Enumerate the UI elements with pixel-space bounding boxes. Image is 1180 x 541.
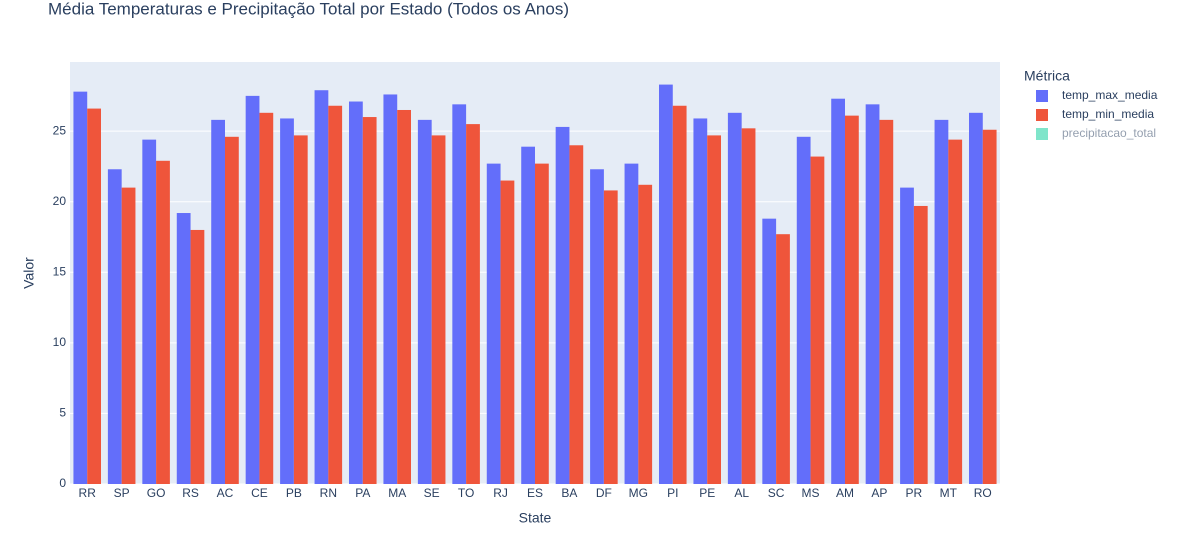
bar xyxy=(452,104,467,485)
bar xyxy=(865,104,880,485)
bar xyxy=(280,118,294,485)
bar xyxy=(107,169,122,484)
bar xyxy=(659,84,673,484)
bar xyxy=(845,115,859,484)
bar xyxy=(211,119,225,485)
y-axis-title: Valor xyxy=(21,257,37,289)
x-tick-label: PI xyxy=(667,486,678,500)
bar xyxy=(707,135,721,485)
bar xyxy=(328,105,343,485)
bar xyxy=(466,124,480,484)
x-tick-label: SC xyxy=(768,486,785,500)
bar xyxy=(314,90,329,485)
bar xyxy=(190,229,205,484)
y-tick-label: 0 xyxy=(59,476,66,490)
bar xyxy=(417,119,432,485)
y-tick-label: 10 xyxy=(53,335,67,349)
x-tick-label: BA xyxy=(561,486,577,500)
legend-swatch xyxy=(1036,109,1048,121)
bar xyxy=(934,119,949,485)
x-tick-label: RN xyxy=(320,486,337,500)
bar xyxy=(500,180,515,485)
x-tick-label: AL xyxy=(734,486,749,500)
bar xyxy=(762,218,777,484)
bar xyxy=(948,139,963,484)
y-tick-label: 25 xyxy=(53,123,67,137)
x-tick-label: CE xyxy=(251,486,268,500)
legend-label: temp_max_media xyxy=(1062,88,1158,102)
bar xyxy=(741,128,756,484)
bar xyxy=(693,118,708,485)
bar xyxy=(397,109,411,484)
bar xyxy=(73,91,88,484)
bar xyxy=(521,146,535,484)
bar xyxy=(879,119,894,485)
x-tick-label: MS xyxy=(802,486,820,500)
bar xyxy=(486,163,501,485)
bar xyxy=(431,135,446,485)
bar xyxy=(245,95,260,484)
x-tick-label: GO xyxy=(147,486,166,500)
chart-title: Média Temperaturas e Precipitação Total … xyxy=(48,0,569,18)
x-tick-label: SP xyxy=(114,486,130,500)
bar xyxy=(638,184,653,484)
x-tick-label: RO xyxy=(974,486,992,500)
bar xyxy=(776,234,790,484)
x-tick-label: RR xyxy=(79,486,97,500)
bar xyxy=(383,94,398,484)
bar xyxy=(121,187,136,484)
x-tick-label: ES xyxy=(527,486,543,500)
y-tick-label: 5 xyxy=(59,406,66,420)
bar xyxy=(982,129,997,484)
bar xyxy=(796,136,811,484)
x-tick-label: PA xyxy=(355,486,370,500)
y-tick-label: 20 xyxy=(53,194,67,208)
x-tick-label: PR xyxy=(906,486,923,500)
bar xyxy=(810,156,825,484)
bar xyxy=(87,108,101,484)
x-tick-label: PB xyxy=(286,486,302,500)
bar xyxy=(142,139,157,484)
bar xyxy=(349,101,363,484)
bar xyxy=(969,112,983,485)
x-tick-label: MA xyxy=(388,486,406,500)
legend-title: Métrica xyxy=(1024,68,1070,84)
x-tick-label: DF xyxy=(596,486,612,500)
y-tick-label: 15 xyxy=(53,264,67,278)
x-axis-title: State xyxy=(519,510,552,526)
x-tick-label: RS xyxy=(182,486,199,500)
bar xyxy=(831,98,845,485)
bar xyxy=(900,187,914,484)
legend-label: precipitacao_total xyxy=(1062,126,1156,140)
bar xyxy=(293,135,308,485)
bar xyxy=(569,145,584,484)
bar xyxy=(672,105,687,485)
bar xyxy=(603,190,618,484)
bar xyxy=(156,160,170,484)
bar xyxy=(535,163,549,485)
bar xyxy=(590,169,604,484)
legend-swatch xyxy=(1036,128,1048,140)
x-tick-label: TO xyxy=(458,486,474,500)
bar xyxy=(555,126,570,484)
bar xyxy=(259,112,274,485)
x-tick-label: AC xyxy=(217,486,234,500)
x-tick-label: SE xyxy=(424,486,440,500)
x-tick-label: PE xyxy=(699,486,715,500)
x-tick-label: AM xyxy=(836,486,854,500)
bar xyxy=(225,136,239,484)
x-tick-label: MG xyxy=(629,486,648,500)
legend-swatch xyxy=(1036,90,1048,102)
legend-label: temp_min_media xyxy=(1062,107,1154,121)
bar xyxy=(913,205,928,484)
x-tick-label: RJ xyxy=(493,486,508,500)
bar xyxy=(362,117,377,484)
bar xyxy=(624,163,639,485)
bar xyxy=(727,112,742,485)
x-tick-label: AP xyxy=(871,486,887,500)
bar xyxy=(176,213,191,484)
x-tick-label: MT xyxy=(940,486,958,500)
